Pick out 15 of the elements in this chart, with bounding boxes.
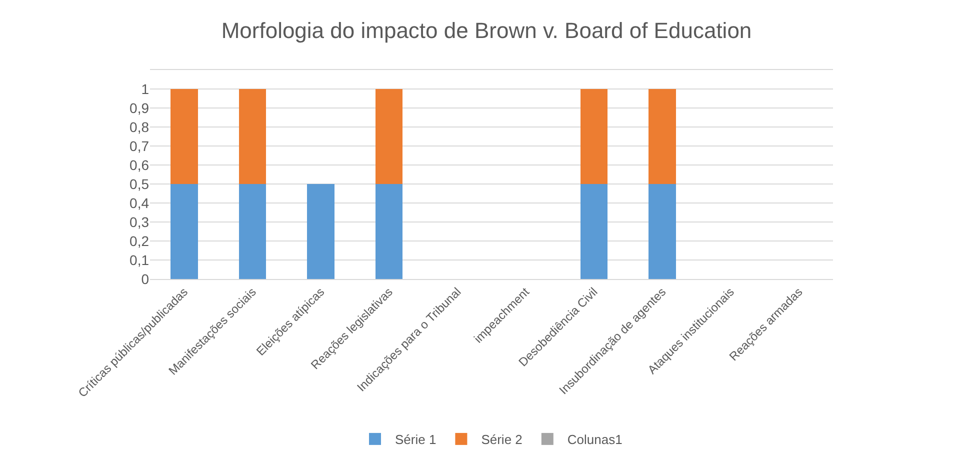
y-tick-label: 0,3 <box>130 214 150 230</box>
y-tick-label: 0,7 <box>130 138 150 154</box>
y-tick-label: 0,2 <box>130 232 150 249</box>
y-tick-label: 0,6 <box>130 156 150 173</box>
y-tick-label: 0,8 <box>130 118 150 135</box>
chart-title: Morfologia do impacto de Brown v. Board of Education <box>221 18 752 44</box>
y-tick-label: 1 <box>141 80 150 97</box>
y-tick-label: 0,4 <box>130 194 150 211</box>
y-tick-label: 0,5 <box>130 176 150 192</box>
legend-label: Colunas1 <box>567 432 622 448</box>
y-tick-label: 0,1 <box>130 252 150 268</box>
legend-label: Série 2 <box>481 432 522 448</box>
y-tick-label: 0 <box>141 270 150 287</box>
legend-label: Série 1 <box>395 432 436 448</box>
y-tick-label: 0,9 <box>130 100 150 116</box>
